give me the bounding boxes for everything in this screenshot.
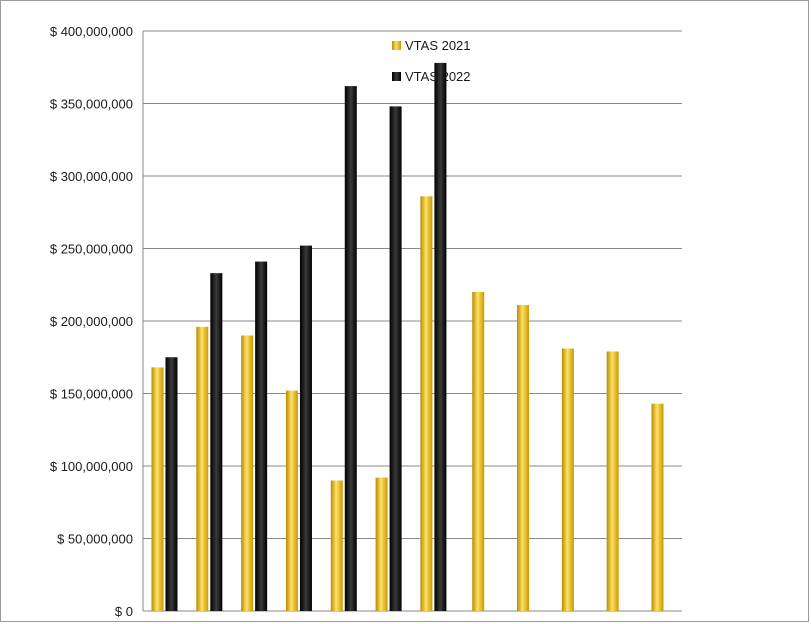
bar-vtas-2022 bbox=[165, 357, 178, 611]
bar-vtas-2021 bbox=[517, 305, 530, 611]
y-tick-label: $ 200,000,000 bbox=[50, 314, 133, 329]
y-tick-label: $ 50,000,000 bbox=[57, 532, 133, 547]
bar-vtas-2021 bbox=[561, 348, 574, 611]
legend-swatch-vtas-2022 bbox=[392, 72, 401, 81]
y-tick-label: $ 300,000,000 bbox=[50, 169, 133, 184]
bar-vtas-2021 bbox=[420, 196, 433, 612]
bar-vtas-2021 bbox=[151, 367, 164, 611]
bars bbox=[151, 62, 664, 612]
legend: VTAS 2021 VTAS 2022 bbox=[392, 38, 471, 84]
bar-vtas-2022 bbox=[299, 245, 312, 611]
bar-vtas-2021 bbox=[606, 351, 619, 611]
y-tick-label: $ 400,000,000 bbox=[50, 24, 133, 39]
y-tick-label: $ 150,000,000 bbox=[50, 387, 133, 402]
bar-vtas-2022 bbox=[255, 261, 268, 611]
bar-vtas-2021 bbox=[285, 390, 298, 611]
legend-item-vtas-2021: VTAS 2021 bbox=[392, 38, 471, 53]
bar-vtas-2021 bbox=[196, 326, 209, 611]
bar-vtas-2021 bbox=[241, 335, 254, 611]
legend-label-vtas-2022: VTAS 2022 bbox=[405, 69, 471, 84]
bar-vtas-2021 bbox=[651, 403, 664, 611]
y-tick-label: $ 350,000,000 bbox=[50, 97, 133, 112]
legend-swatch-vtas-2021 bbox=[392, 41, 401, 50]
y-tick-label: $ 0 bbox=[115, 604, 133, 619]
y-tick-label: $ 100,000,000 bbox=[50, 459, 133, 474]
gridlines bbox=[143, 30, 682, 612]
bar-vtas-2022 bbox=[210, 273, 223, 611]
bar-vtas-2022 bbox=[389, 106, 402, 612]
y-axis-tick-labels: $ 0 $ 50,000,000 $ 100,000,000 $ 150,000,00… bbox=[50, 24, 133, 619]
bar-vtas-2021 bbox=[330, 480, 343, 611]
bar-vtas-2021 bbox=[472, 292, 485, 611]
legend-label-vtas-2021: VTAS 2021 bbox=[405, 38, 471, 53]
y-tick-label: $ 250,000,000 bbox=[50, 242, 133, 257]
bar-vtas-2022 bbox=[344, 86, 357, 612]
bar-vtas-2021 bbox=[375, 477, 388, 611]
legend-item-vtas-2022: VTAS 2022 bbox=[392, 69, 471, 84]
bar-vtas-2022 bbox=[434, 62, 447, 611]
